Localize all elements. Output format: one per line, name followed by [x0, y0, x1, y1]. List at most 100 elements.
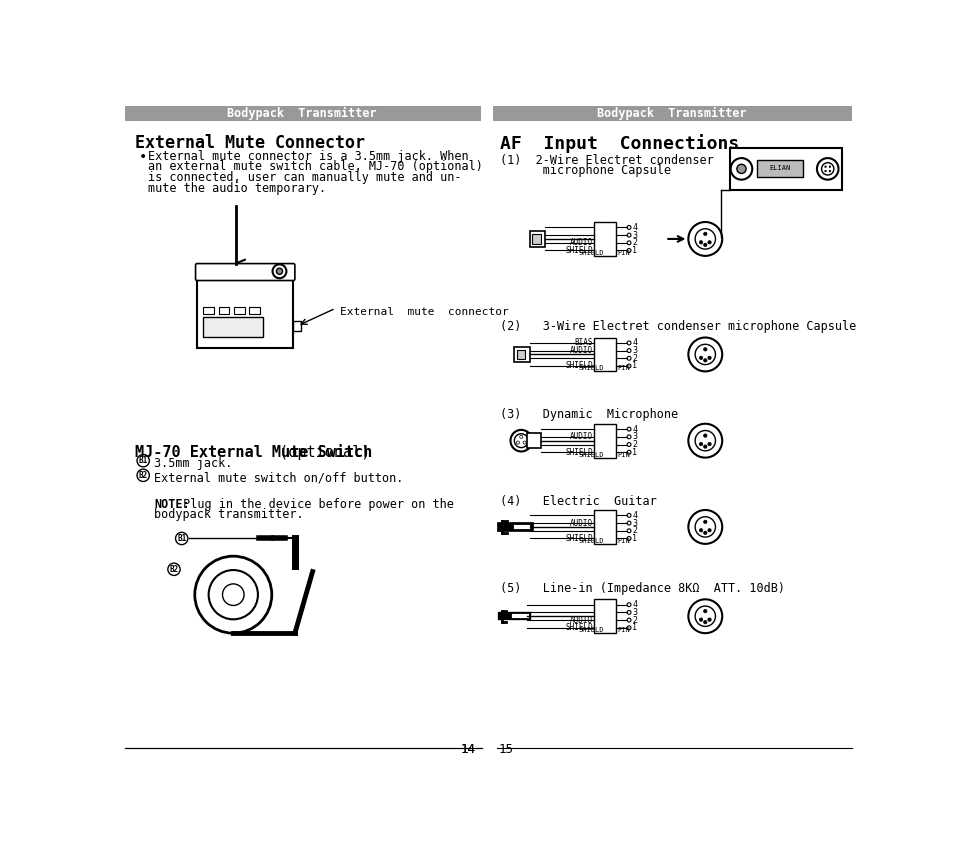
- Circle shape: [209, 570, 257, 619]
- Circle shape: [699, 356, 702, 359]
- Circle shape: [699, 529, 702, 532]
- Circle shape: [703, 347, 706, 351]
- Text: SHIELD: SHIELD: [578, 452, 604, 458]
- Text: AUDIO: AUDIO: [569, 432, 592, 441]
- Text: AUDIO: AUDIO: [569, 519, 592, 527]
- Circle shape: [626, 349, 630, 352]
- Text: 1: 1: [632, 534, 637, 543]
- Text: AUDIO: AUDIO: [569, 616, 592, 625]
- FancyBboxPatch shape: [594, 222, 616, 256]
- Text: PIN: PIN: [617, 538, 630, 544]
- Text: B2: B2: [138, 471, 148, 480]
- Circle shape: [626, 537, 630, 541]
- Circle shape: [626, 364, 630, 368]
- Text: 1: 1: [632, 623, 637, 633]
- Text: External mute switch on/off button.: External mute switch on/off button.: [153, 471, 403, 484]
- Circle shape: [626, 529, 630, 532]
- FancyBboxPatch shape: [126, 106, 480, 121]
- Text: PIN: PIN: [617, 365, 630, 371]
- FancyBboxPatch shape: [532, 234, 540, 244]
- Circle shape: [707, 442, 711, 446]
- Circle shape: [688, 424, 721, 458]
- Circle shape: [688, 510, 721, 544]
- Circle shape: [626, 435, 630, 439]
- Text: SHIELD: SHIELD: [578, 627, 604, 633]
- FancyBboxPatch shape: [249, 307, 260, 313]
- Text: PIN: PIN: [617, 452, 630, 458]
- Text: SHIELD: SHIELD: [578, 365, 604, 371]
- Text: MJ-70 External Mute Switch: MJ-70 External Mute Switch: [135, 445, 373, 459]
- Circle shape: [695, 228, 715, 249]
- Circle shape: [695, 430, 715, 451]
- FancyBboxPatch shape: [203, 307, 213, 313]
- Text: 3: 3: [632, 346, 637, 355]
- Circle shape: [516, 441, 519, 444]
- Text: AUDIO: AUDIO: [569, 239, 592, 247]
- Text: •: •: [138, 149, 147, 164]
- Circle shape: [703, 621, 706, 624]
- Circle shape: [707, 529, 711, 532]
- Circle shape: [626, 626, 630, 630]
- Circle shape: [823, 166, 826, 168]
- Circle shape: [626, 427, 630, 431]
- Circle shape: [703, 610, 706, 613]
- Text: 3.5mm jack.: 3.5mm jack.: [153, 457, 233, 469]
- Circle shape: [821, 163, 833, 175]
- Text: BIAS: BIAS: [574, 339, 592, 347]
- Text: 3: 3: [632, 608, 637, 617]
- Text: 3: 3: [632, 432, 637, 441]
- Text: AUDIO: AUDIO: [569, 346, 592, 355]
- Circle shape: [695, 345, 715, 364]
- Text: External Mute Connector: External Mute Connector: [135, 134, 365, 152]
- Text: 4: 4: [632, 339, 637, 347]
- Circle shape: [699, 240, 702, 244]
- Circle shape: [626, 226, 630, 229]
- FancyBboxPatch shape: [527, 433, 540, 448]
- Text: 4: 4: [632, 600, 637, 610]
- Circle shape: [707, 240, 711, 244]
- Text: SHIELD: SHIELD: [564, 447, 592, 457]
- Text: SHIELD: SHIELD: [564, 534, 592, 543]
- Circle shape: [736, 164, 745, 173]
- FancyBboxPatch shape: [203, 318, 263, 337]
- Circle shape: [626, 603, 630, 607]
- Circle shape: [522, 441, 526, 444]
- Circle shape: [175, 532, 188, 544]
- Text: 1: 1: [632, 246, 637, 255]
- FancyBboxPatch shape: [729, 148, 841, 190]
- FancyBboxPatch shape: [756, 160, 802, 177]
- Circle shape: [695, 517, 715, 537]
- Text: SHIELD: SHIELD: [564, 623, 592, 633]
- Text: (5)   Line-in (Impedance 8KΩ  ATT. 10dB): (5) Line-in (Impedance 8KΩ ATT. 10dB): [500, 582, 784, 595]
- Text: 2: 2: [632, 616, 637, 625]
- Text: (3)   Dynamic  Microphone: (3) Dynamic Microphone: [500, 408, 678, 421]
- Text: 2: 2: [632, 354, 637, 363]
- Circle shape: [519, 436, 522, 438]
- Circle shape: [276, 268, 282, 274]
- Text: NOTE:: NOTE:: [153, 498, 190, 510]
- Circle shape: [688, 599, 721, 633]
- Circle shape: [707, 356, 711, 359]
- Text: 4: 4: [632, 511, 637, 520]
- Circle shape: [273, 264, 286, 278]
- Text: mute the audio temporary.: mute the audio temporary.: [148, 182, 326, 195]
- Text: 15: 15: [498, 743, 514, 756]
- FancyBboxPatch shape: [594, 599, 616, 633]
- Circle shape: [626, 514, 630, 517]
- FancyBboxPatch shape: [594, 510, 616, 544]
- Text: 14: 14: [460, 743, 476, 756]
- Circle shape: [626, 442, 630, 447]
- Text: B2: B2: [170, 565, 178, 574]
- Circle shape: [703, 445, 706, 448]
- Circle shape: [816, 158, 838, 180]
- FancyBboxPatch shape: [514, 346, 529, 363]
- Text: (optional): (optional): [270, 445, 370, 459]
- Text: microphone Capsule: microphone Capsule: [500, 164, 671, 177]
- Circle shape: [695, 606, 715, 627]
- FancyBboxPatch shape: [218, 307, 229, 313]
- Text: AF  Input  Connections: AF Input Connections: [500, 134, 739, 153]
- FancyBboxPatch shape: [195, 263, 294, 280]
- Circle shape: [823, 170, 826, 172]
- Circle shape: [168, 563, 180, 576]
- Text: 2: 2: [632, 526, 637, 535]
